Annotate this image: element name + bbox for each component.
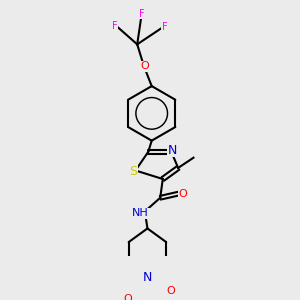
Text: O: O — [179, 189, 188, 200]
Text: F: F — [112, 21, 118, 31]
Text: O: O — [140, 61, 149, 71]
Text: F: F — [162, 22, 167, 32]
Text: NH: NH — [132, 208, 149, 218]
Text: N: N — [167, 143, 177, 157]
Text: O: O — [124, 294, 132, 300]
Text: S: S — [129, 165, 137, 178]
Text: F: F — [139, 9, 144, 19]
Text: O: O — [166, 286, 175, 296]
Text: N: N — [143, 271, 152, 284]
